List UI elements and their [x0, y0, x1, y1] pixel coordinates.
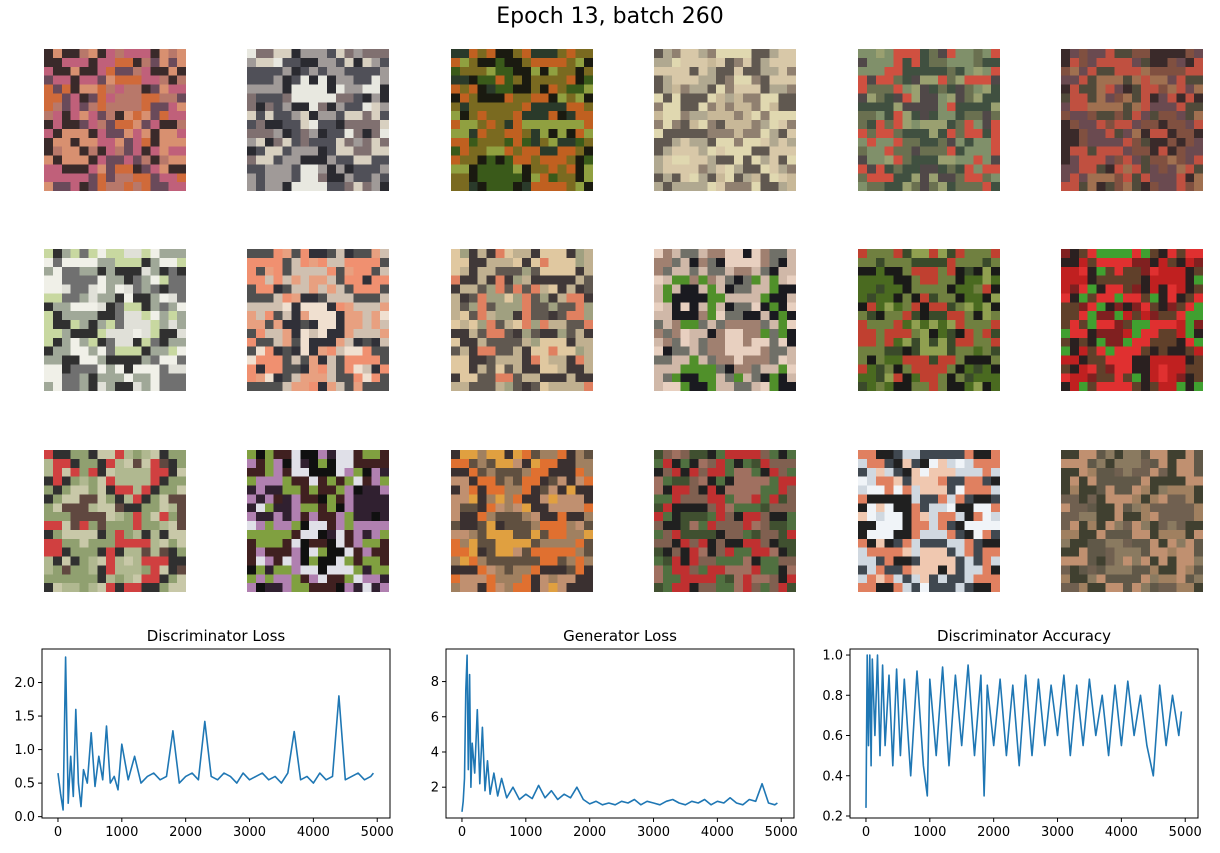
generator-loss-y-tick-label: 6	[431, 710, 439, 725]
sample-r1c1	[44, 49, 186, 191]
sample-r2c1	[44, 249, 186, 391]
discriminator-accuracy-y-tick-label: 1.0	[822, 649, 843, 664]
discriminator-accuracy-x-tick-label: 2000	[977, 825, 1010, 840]
generator-loss-y-tick-label: 2	[431, 781, 439, 796]
sample-grid	[44, 49, 1203, 592]
discriminator-accuracy-x-tick-label: 3000	[1041, 825, 1074, 840]
generator-loss-title: Generator Loss	[563, 627, 677, 645]
generator-loss-plot: 0 1000 2000 3000 4000 5000 2 4 6 8	[431, 648, 798, 840]
figure-title: Epoch 13, batch 260	[496, 4, 724, 29]
sample-r1c2	[247, 49, 389, 191]
discriminator-accuracy-y-tick-label: 0.4	[822, 769, 843, 784]
discriminator-loss-y-tick-label: 0.5	[14, 777, 35, 792]
generator-loss-x-tick-label: 0	[458, 825, 466, 840]
discriminator-accuracy-y-tick-label: 0.8	[822, 689, 843, 704]
discriminator-loss-x-tick-label: 2000	[169, 825, 202, 840]
sample-r3c3	[451, 450, 593, 592]
discriminator-accuracy-x-tick-label: 0	[862, 825, 870, 840]
discriminator-loss-axes-frame	[41, 648, 391, 819]
generator-loss-x-tick-label: 5000	[765, 825, 798, 840]
sample-r2c4	[654, 249, 796, 391]
discriminator-accuracy-title: Discriminator Accuracy	[936, 627, 1112, 645]
discriminator-loss-y-tick-label: 2.0	[14, 676, 35, 691]
discriminator-loss-plot: 0 1000 2000 3000 4000 5000 0.0 0.5 1.0 1.5 2.0	[14, 648, 394, 840]
discriminator-accuracy-y-tick-label: 0.2	[822, 809, 843, 824]
generator-loss-x-tick-label: 1000	[509, 825, 542, 840]
sample-r3c5	[858, 450, 1000, 592]
discriminator-loss-x-tick-label: 1000	[105, 825, 138, 840]
discriminator-loss-y-tick-label: 0.0	[14, 810, 35, 825]
generator-loss-y-tick-label: 4	[431, 745, 439, 760]
generator-loss-y-tick-label: 8	[431, 675, 439, 690]
discriminator-accuracy-y-tick-label: 0.6	[822, 729, 843, 744]
discriminator-loss-title: Discriminator Loss	[146, 627, 286, 645]
sample-r3c2	[247, 450, 389, 592]
discriminator-loss-x-tick-label: 0	[54, 825, 62, 840]
sample-r2c5	[858, 249, 1000, 391]
sample-r3c1	[44, 450, 186, 592]
sample-r1c6	[1061, 49, 1203, 191]
sample-r3c4	[654, 450, 796, 592]
discriminator-accuracy-series-line	[865, 654, 1183, 808]
sample-r1c4	[654, 49, 796, 191]
discriminator-loss-x-tick-label: 4000	[297, 825, 330, 840]
discriminator-loss-y-tick-label: 1.5	[14, 710, 35, 725]
discriminator-accuracy-x-tick-label: 5000	[1169, 825, 1202, 840]
generator-loss-series-line	[461, 654, 778, 812]
sample-r2c3	[451, 249, 593, 391]
discriminator-accuracy-axes-frame	[849, 648, 1199, 819]
generator-loss-x-tick-label: 3000	[637, 825, 670, 840]
generator-loss-axes-frame	[445, 648, 795, 819]
sample-r2c2	[247, 249, 389, 391]
discriminator-loss-x-tick-label: 5000	[361, 825, 394, 840]
discriminator-accuracy-x-tick-label: 4000	[1105, 825, 1138, 840]
discriminator-loss-y-tick-label: 1.0	[14, 743, 35, 758]
discriminator-loss-x-tick-label: 3000	[233, 825, 266, 840]
sample-r1c5	[858, 49, 1000, 191]
generator-loss-x-tick-label: 4000	[701, 825, 734, 840]
sample-r2c6	[1061, 249, 1203, 391]
discriminator-accuracy-plot: 0 1000 2000 3000 4000 5000 0.2 0.4 0.6 0.8 1.0	[822, 648, 1202, 840]
discriminator-accuracy-x-tick-label: 1000	[913, 825, 946, 840]
discriminator-loss-series-line	[57, 656, 375, 811]
sample-r3c6	[1061, 450, 1203, 592]
generator-loss-x-tick-label: 2000	[573, 825, 606, 840]
sample-r1c3	[451, 49, 593, 191]
